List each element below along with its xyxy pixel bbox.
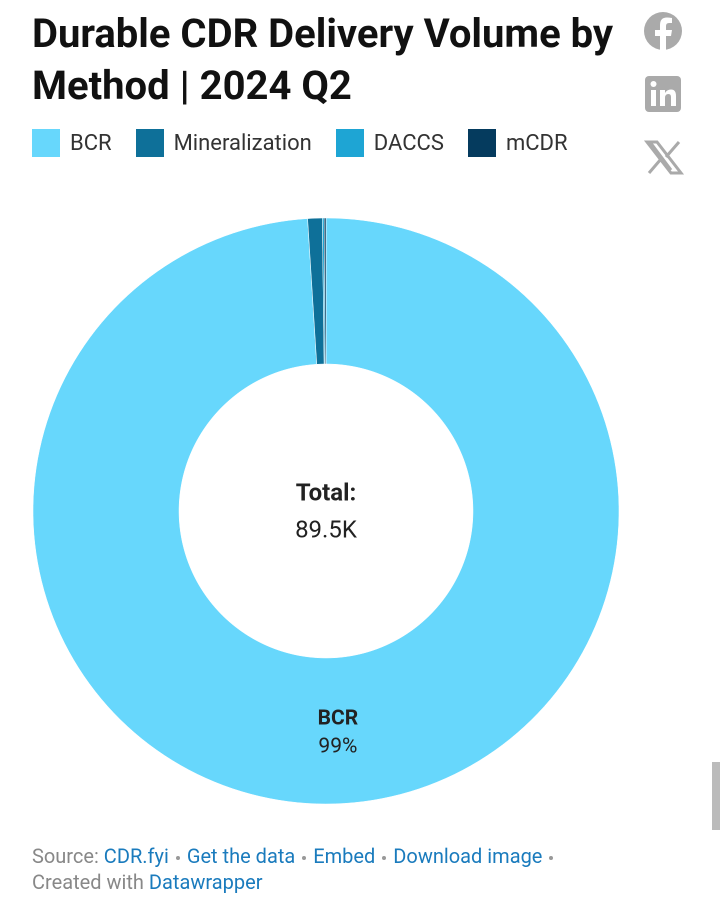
footer: Source: CDR.fyi Get the data Embed Download… — [32, 843, 692, 895]
donut-slice — [323, 217, 327, 365]
total-title: Total: — [296, 478, 356, 506]
facebook-glyph[interactable] — [655, 17, 672, 51]
linkedin-glyph[interactable] — [650, 81, 657, 87]
chart: BCR 99% Total: 89.5K — [32, 12, 720, 830]
source-link[interactable]: CDR.fyi — [103, 844, 169, 868]
total-value: 89.5K — [295, 515, 358, 543]
separator — [302, 855, 307, 860]
legend-item: mCDR — [467, 129, 568, 157]
x-icon[interactable] — [643, 140, 685, 175]
legend-swatch — [135, 129, 164, 157]
separator — [382, 855, 387, 860]
legend-label: mCDR — [505, 130, 568, 156]
legend-swatch — [335, 129, 364, 157]
tool-link[interactable]: Datawrapper — [148, 870, 263, 894]
source-label: Source: — [32, 844, 99, 868]
share-facebook[interactable] — [644, 12, 682, 50]
legend-item: DACCS — [335, 129, 444, 157]
chart-title: Durable CDR Delivery Volume by Method | … — [32, 10, 614, 109]
share-x[interactable] — [643, 140, 685, 175]
footer-link[interactable]: Embed — [313, 844, 376, 868]
donut-slice — [32, 217, 620, 805]
share-linkedin[interactable] — [645, 76, 681, 112]
separator — [175, 855, 180, 860]
legend-label: DACCS — [373, 130, 444, 156]
legend-swatch — [467, 129, 496, 157]
legend-item: BCR — [32, 129, 112, 157]
legend-swatch — [32, 129, 60, 157]
x-icon[interactable] — [647, 141, 681, 174]
footer-link[interactable]: Download image — [393, 844, 543, 868]
footer-link[interactable]: Get the data — [186, 844, 296, 868]
slice-label: BCR — [318, 706, 359, 730]
separator — [549, 855, 554, 860]
linkedin-glyph[interactable] — [660, 89, 676, 107]
slice-value: 99% — [318, 734, 357, 758]
legend-item: Mineralization — [135, 129, 312, 157]
legend: BCR Mineralization DACCS mCDR — [32, 129, 592, 157]
legend-label: Mineralization — [173, 130, 312, 156]
legend-label: BCR — [70, 130, 112, 156]
scrollbar — [712, 762, 720, 830]
created-label: Created with — [32, 870, 144, 894]
linkedin-glyph[interactable] — [651, 90, 656, 106]
